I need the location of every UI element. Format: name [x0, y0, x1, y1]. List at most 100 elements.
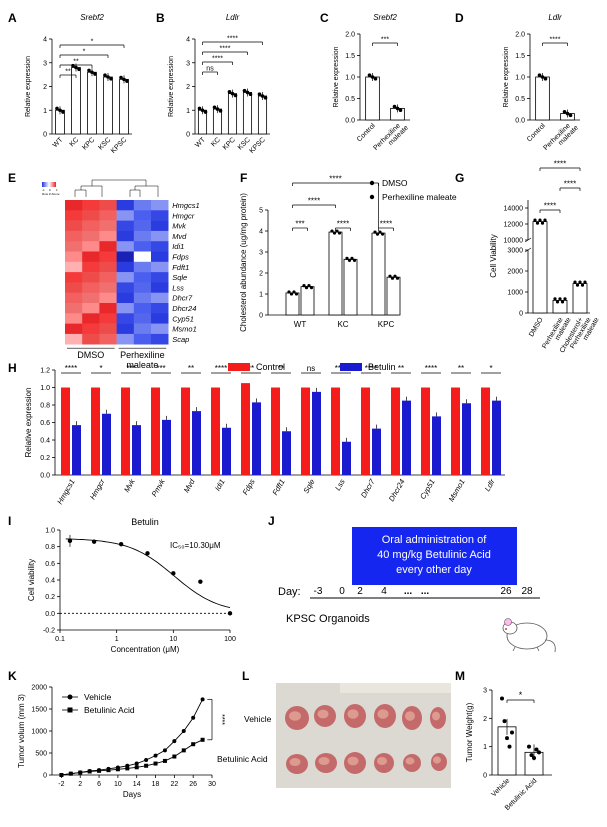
heatmap-cell [151, 251, 169, 263]
gene-label: Msmo1 [172, 325, 197, 334]
y-tick-label: 0.0 [40, 473, 50, 480]
data-point [307, 284, 311, 288]
bar-control [481, 387, 490, 475]
gene-label: Dhcr7 [172, 294, 193, 303]
data-point [352, 258, 357, 262]
x-tick-label: Hmgcs1 [55, 478, 77, 506]
data-point [227, 611, 233, 616]
data-point [233, 93, 238, 98]
x-tick-label: -2 [58, 781, 64, 788]
data-point [537, 750, 541, 755]
data-point [540, 221, 545, 225]
tumor-highlight [432, 711, 440, 721]
heatmap-cell [82, 251, 100, 263]
data-point [103, 73, 107, 77]
bar [572, 283, 588, 314]
x-tick-label: WT [294, 320, 307, 329]
heatmap-cell [65, 261, 83, 273]
bar [285, 292, 300, 316]
data-point [87, 769, 92, 774]
x-tick-label: Fdft1 [270, 478, 286, 497]
legend-label: Betulin [368, 362, 396, 372]
photo-row-label-vehicle: Vehicle [244, 714, 272, 724]
x-tick-label: Vehicle [490, 777, 511, 798]
y-tick-label: 0.2 [45, 594, 55, 601]
panel-letter-g: G [455, 171, 464, 185]
heatmap-cell [151, 261, 169, 273]
data-point [59, 773, 64, 777]
heatmap-cell [116, 251, 135, 263]
data-point [171, 571, 176, 576]
significance-label: ** [73, 59, 79, 66]
heatmap-cell [133, 323, 152, 335]
heatmap-cell [65, 200, 83, 211]
data-point [302, 284, 306, 288]
data-point [55, 106, 59, 111]
y-tick-label: 1 [259, 292, 263, 299]
y-tick-label: 0.0 [345, 118, 355, 125]
data-point [153, 753, 158, 758]
panel-letter-l: L [242, 669, 249, 683]
heatmap-cell [65, 251, 83, 263]
data-point [287, 290, 291, 294]
tumor-row [285, 704, 447, 774]
data-point [294, 292, 299, 296]
data-point [393, 274, 397, 278]
data-point [540, 75, 545, 79]
heatmap-cell [65, 292, 83, 304]
y-tick-label: 0.6 [40, 420, 50, 427]
data-point [398, 108, 403, 112]
data-point [260, 94, 265, 98]
data-point [573, 280, 577, 284]
y-tick-label: 2 [186, 84, 190, 91]
group-label: DMSO [77, 350, 104, 360]
data-point [134, 761, 139, 766]
heatmap-cell [133, 241, 152, 252]
tumor-highlight [289, 711, 301, 721]
significance-label: *** [126, 364, 135, 373]
heatmap-cell [116, 210, 135, 221]
bar [371, 232, 386, 316]
heatmap-cell [65, 210, 83, 221]
heatmap-cell [82, 200, 100, 211]
data-point [390, 276, 395, 280]
day-value: 4 [381, 586, 387, 597]
data-point [345, 256, 349, 260]
data-point [289, 292, 294, 296]
panel-title: Betulin [131, 517, 159, 527]
significance-label: ** [65, 69, 71, 76]
data-point [90, 70, 94, 75]
data-point [125, 766, 130, 771]
data-point [538, 218, 542, 222]
gene-label: Mvd [172, 232, 187, 241]
heatmap-cell [133, 220, 152, 232]
legend-swatch-control [228, 363, 250, 371]
gene-label: Dhcr24 [172, 304, 196, 313]
treatment-line-2: 40 mg/kg Betulinic Acid [377, 549, 491, 561]
heatmap-cell [116, 323, 135, 335]
data-point [533, 218, 537, 222]
x-tick-label: 100 [224, 636, 236, 643]
y-tick-label: 1.0 [345, 75, 355, 82]
significance-label: **** [380, 220, 392, 229]
significance-label: **** [215, 364, 227, 373]
data-point [562, 109, 567, 114]
heatmap-cell [116, 292, 135, 304]
heatmap-cell [82, 292, 100, 304]
heatmap-cell [99, 220, 117, 232]
data-point [373, 77, 378, 81]
data-point [337, 231, 342, 235]
y-tick-label: 0 [43, 773, 47, 780]
data-point [106, 75, 110, 79]
heatmap-cell [99, 303, 117, 314]
bar-betulin [72, 425, 81, 475]
heatmap-cell [99, 210, 117, 221]
y-axis-label: Tumor volum (mm 3) [17, 694, 26, 768]
data-point [330, 229, 334, 233]
data-point [145, 551, 150, 556]
y-tick-label: 1000 [507, 290, 523, 297]
bar-betulin [342, 441, 351, 475]
heatmap-cell [133, 313, 152, 324]
data-point [510, 730, 514, 735]
